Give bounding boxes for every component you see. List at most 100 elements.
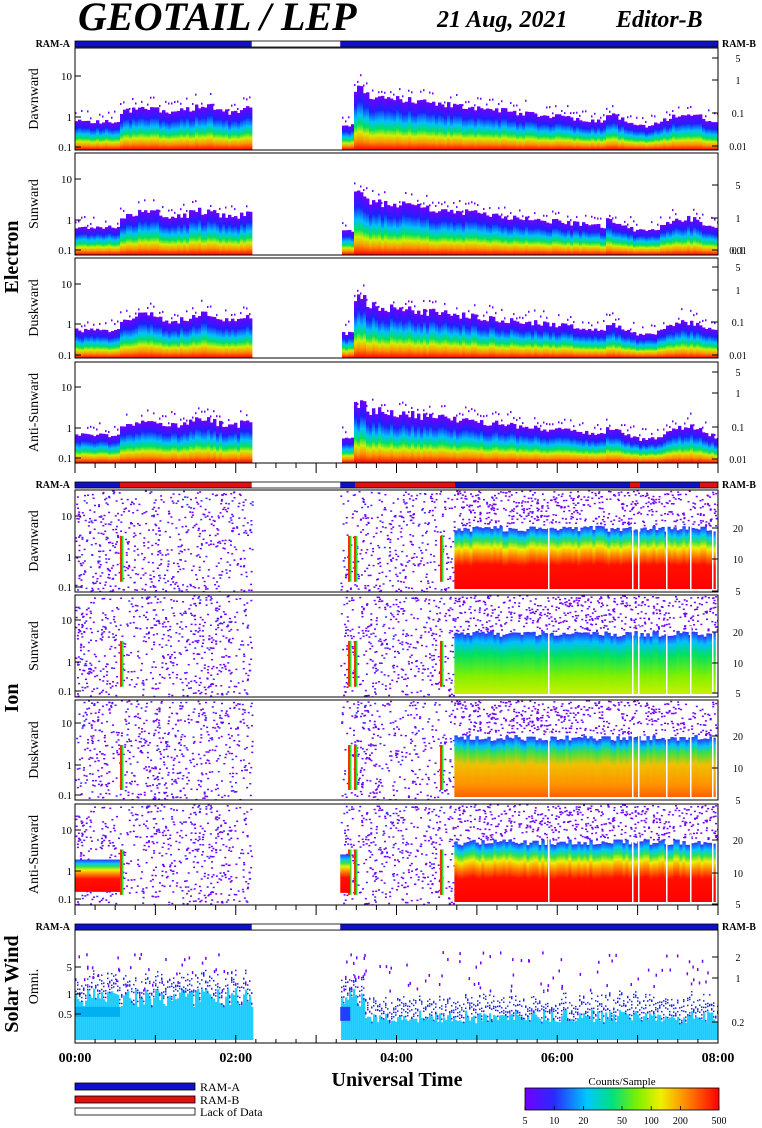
right-tick-label: 20: [733, 524, 743, 535]
legend-lack-swatch: [74, 1107, 196, 1116]
left-tick-label: 5: [67, 962, 73, 974]
panel-frame: [74, 257, 719, 359]
ram-bar-2: RAM-A RAM-B: [36, 922, 757, 933]
left-tick-label: 10: [61, 718, 73, 730]
legend-ram-b-swatch: [74, 1095, 196, 1104]
ram-segment-b: [630, 482, 640, 488]
panel-9: Omni. 5 1 0.5 2 1 0.2: [27, 929, 745, 1044]
right-tick-label: 10: [733, 555, 743, 566]
colorbar-title: Counts/Sample: [588, 1076, 655, 1088]
panel-7: Duskward 10 1 0.1 20 10 5: [27, 699, 743, 807]
right-tick-label: 2: [736, 953, 741, 964]
right-tick-label: 0.01: [729, 142, 747, 153]
right-tick-label: 0.1: [732, 246, 745, 257]
panel-label: Dawnward: [27, 68, 42, 129]
right-tick-label: 1: [736, 389, 741, 400]
left-tick-label: 0.1: [58, 582, 72, 594]
left-tick-label: 0.1: [58, 245, 72, 257]
colorbar-ticks: 5 10 20 50 100 200 500: [523, 1106, 727, 1127]
left-tick-label: 0.1: [58, 686, 72, 698]
ram-segment-b: [700, 482, 718, 488]
right-tick-label: 5: [736, 796, 741, 807]
left-tick-label: 0.5: [58, 1009, 72, 1021]
left-tick-label: 0.1: [58, 453, 72, 465]
x-tick-label: 08:00: [702, 1051, 735, 1066]
colorbar-tick-label: 500: [712, 1116, 727, 1127]
right-tick-label: 20: [733, 732, 743, 743]
section-label-ion: Ion: [1, 684, 23, 713]
left-tick-label: 1: [67, 989, 73, 1001]
left-tick-label: 1: [67, 760, 73, 772]
panel-frame: [74, 594, 719, 698]
right-tick-label: 1: [736, 214, 741, 225]
ram-segment-a: [75, 482, 120, 488]
spectrogram: [75, 490, 718, 592]
right-tick-label: 10: [733, 659, 743, 670]
section-label-solar-wind: Solar Wind: [1, 935, 23, 1032]
spectrogram: [75, 700, 718, 800]
colorbar-tick-label: 200: [673, 1116, 688, 1127]
panel-3: Duskward 10 1 0.1 5 1 0.1 0.01: [27, 257, 747, 362]
right-tick-label: 0.1: [732, 109, 745, 120]
ram-segment-lack: [251, 41, 341, 47]
right-tick-label: 0.01: [729, 351, 747, 362]
spectrogram: [75, 284, 718, 358]
colorbar: Counts/Sample 5 10 20 50 100 200 500: [523, 1076, 727, 1127]
ram-segment-a: [340, 41, 718, 47]
right-tick-label: 1: [736, 286, 741, 297]
panel-label: Duskward: [27, 279, 42, 337]
ram-a-label: RAM-A: [36, 922, 71, 933]
right-tick-label: 5: [736, 54, 741, 65]
spectrogram: [75, 182, 718, 255]
ram-segment-a: [340, 924, 718, 930]
panel-label: Anti-Sunward: [27, 815, 42, 894]
right-tick-label: 1: [736, 76, 741, 87]
legend-ram-b-label: RAM-B: [200, 1093, 239, 1107]
right-tick-label: 5: [736, 587, 741, 598]
left-tick-label: 0.1: [58, 350, 72, 362]
left-tick-label: 10: [61, 825, 73, 837]
spectrogram: [75, 951, 718, 1040]
panel-frame: [74, 47, 719, 151]
left-tick-label: 10: [61, 174, 73, 186]
ram-segment-a: [455, 482, 630, 488]
left-tick-label: 10: [61, 71, 73, 83]
ram-bar-0: RAM-A RAM-B: [36, 39, 757, 50]
colorbar-tick-label: 50: [617, 1116, 627, 1127]
right-tick-label: 0.2: [732, 1018, 745, 1029]
panel-8: Anti-Sunward 10 1 0.1 20 10 5: [27, 803, 743, 911]
figure-editor: Editor-B: [615, 7, 703, 33]
ram-segment-b: [120, 482, 252, 488]
left-tick-label: 0.1: [58, 790, 72, 802]
ram-segment-b: [355, 482, 455, 488]
ram-segment-a: [75, 41, 252, 47]
left-tick-label: 0.1: [58, 894, 72, 906]
left-tick-label: 1: [67, 866, 73, 878]
panel-6: Sunward 10 1 0.1 20 10 5: [27, 594, 743, 700]
colorbar-tick-label: 10: [549, 1116, 559, 1127]
ram-bar-1: RAM-A RAM-B: [36, 480, 757, 491]
colorbar-tick-label: 20: [578, 1116, 588, 1127]
ram-segment-a: [340, 482, 355, 488]
x-tick-label: 02:00: [219, 1051, 252, 1066]
ram-b-label: RAM-B: [722, 39, 756, 50]
ram-segment-lack: [251, 924, 341, 930]
right-tick-label: 0.1: [732, 423, 745, 434]
right-tick-label: 0.01: [729, 455, 747, 466]
ram-a-label: RAM-A: [36, 480, 71, 491]
right-tick-label: 5: [736, 900, 741, 911]
x-tick-label: 04:00: [380, 1051, 413, 1066]
left-tick-label: 10: [61, 511, 73, 523]
colorbar-tick-label: 5: [523, 1116, 528, 1127]
ram-a-label: RAM-A: [36, 39, 71, 50]
left-tick-label: 10: [61, 382, 73, 394]
left-tick-label: 0.1: [58, 142, 72, 154]
x-axis-label: Universal Time: [332, 1069, 463, 1091]
panel-label: Anti-Sunward: [27, 373, 42, 452]
ram-b-label: RAM-B: [722, 922, 756, 933]
ram-b-label: RAM-B: [722, 480, 756, 491]
spectrogram: [75, 74, 718, 150]
right-tick-label: 0.01: [729, 246, 747, 257]
